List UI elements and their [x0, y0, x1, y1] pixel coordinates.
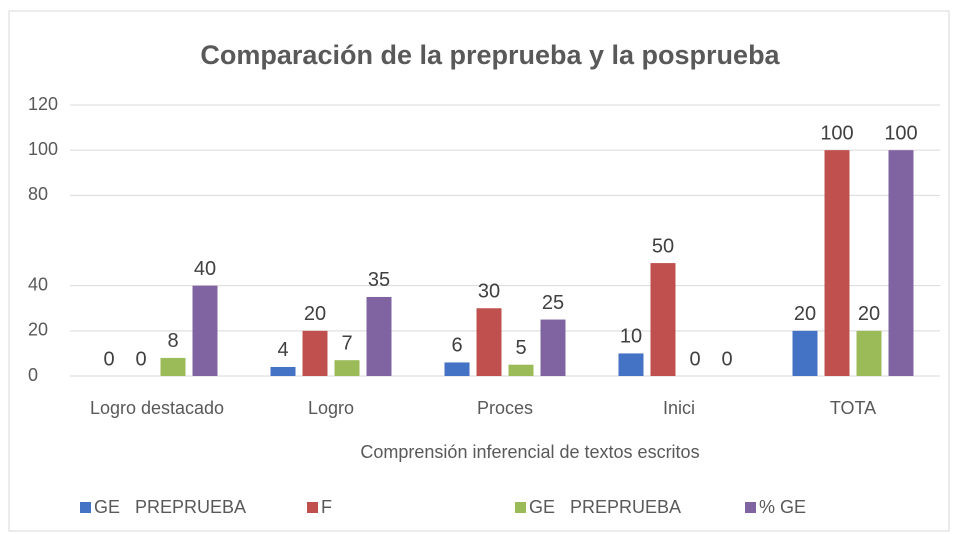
- y-tick-label: 120: [28, 94, 58, 114]
- legend-swatch: [745, 502, 756, 513]
- data-label: 100: [820, 122, 853, 144]
- data-label: 35: [368, 269, 390, 291]
- x-tick-label: Proces: [477, 398, 533, 418]
- data-label: 6: [451, 335, 462, 357]
- x-tick-label: Inici: [663, 398, 695, 418]
- bar: [650, 263, 676, 376]
- data-label: 0: [103, 348, 114, 370]
- chart-title: Comparación de la preprueba y la posprue…: [200, 40, 780, 70]
- legend-swatch: [515, 502, 526, 513]
- data-label: 25: [542, 292, 564, 314]
- y-tick-label: 20: [28, 320, 48, 340]
- y-tick-label: 80: [28, 184, 48, 204]
- bar: [508, 364, 534, 376]
- data-label: 0: [689, 348, 700, 370]
- data-label: 50: [652, 235, 674, 257]
- data-label: 40: [194, 258, 216, 280]
- legend-label: GE PREPRUEBA: [94, 497, 246, 517]
- x-tick-label: Logro: [308, 398, 354, 418]
- y-tick-label: 40: [28, 274, 48, 294]
- bar: [334, 360, 360, 376]
- bar: [540, 319, 566, 376]
- x-axis-label: Comprensión inferencial de textos escrit…: [360, 442, 699, 462]
- data-label: 100: [884, 122, 917, 144]
- data-label: 30: [478, 281, 500, 303]
- legend-swatch: [80, 502, 91, 513]
- data-label: 20: [794, 303, 816, 325]
- data-label: 7: [341, 332, 352, 354]
- data-label: 0: [135, 348, 146, 370]
- bar: [270, 366, 296, 376]
- data-label: 10: [620, 326, 642, 348]
- x-tick-label: TOTA: [830, 398, 876, 418]
- bar: [618, 353, 644, 376]
- y-tick-label: 100: [28, 139, 58, 159]
- data-label: 4: [277, 339, 288, 361]
- bar: [366, 296, 392, 376]
- bar: [192, 285, 218, 376]
- y-tick-label: 0: [28, 365, 38, 385]
- legend-label: F: [321, 497, 332, 517]
- legend-label: GE PREPRUEBA: [529, 497, 681, 517]
- bar: [476, 308, 502, 376]
- data-label: 8: [167, 330, 178, 352]
- legend-label: % GE: [759, 497, 806, 517]
- chart-frame: [8, 10, 950, 532]
- legend-swatch: [307, 502, 318, 513]
- data-label: 0: [721, 348, 732, 370]
- data-label: 20: [304, 303, 326, 325]
- x-tick-label: Logro destacado: [90, 398, 224, 418]
- data-label: 20: [858, 303, 880, 325]
- bar: [888, 150, 914, 376]
- data-label: 5: [515, 337, 526, 359]
- bar: [856, 330, 882, 376]
- bar: [160, 357, 186, 376]
- bar: [302, 330, 328, 376]
- bar: [444, 362, 470, 376]
- bar: [824, 150, 850, 376]
- bar: [792, 330, 818, 376]
